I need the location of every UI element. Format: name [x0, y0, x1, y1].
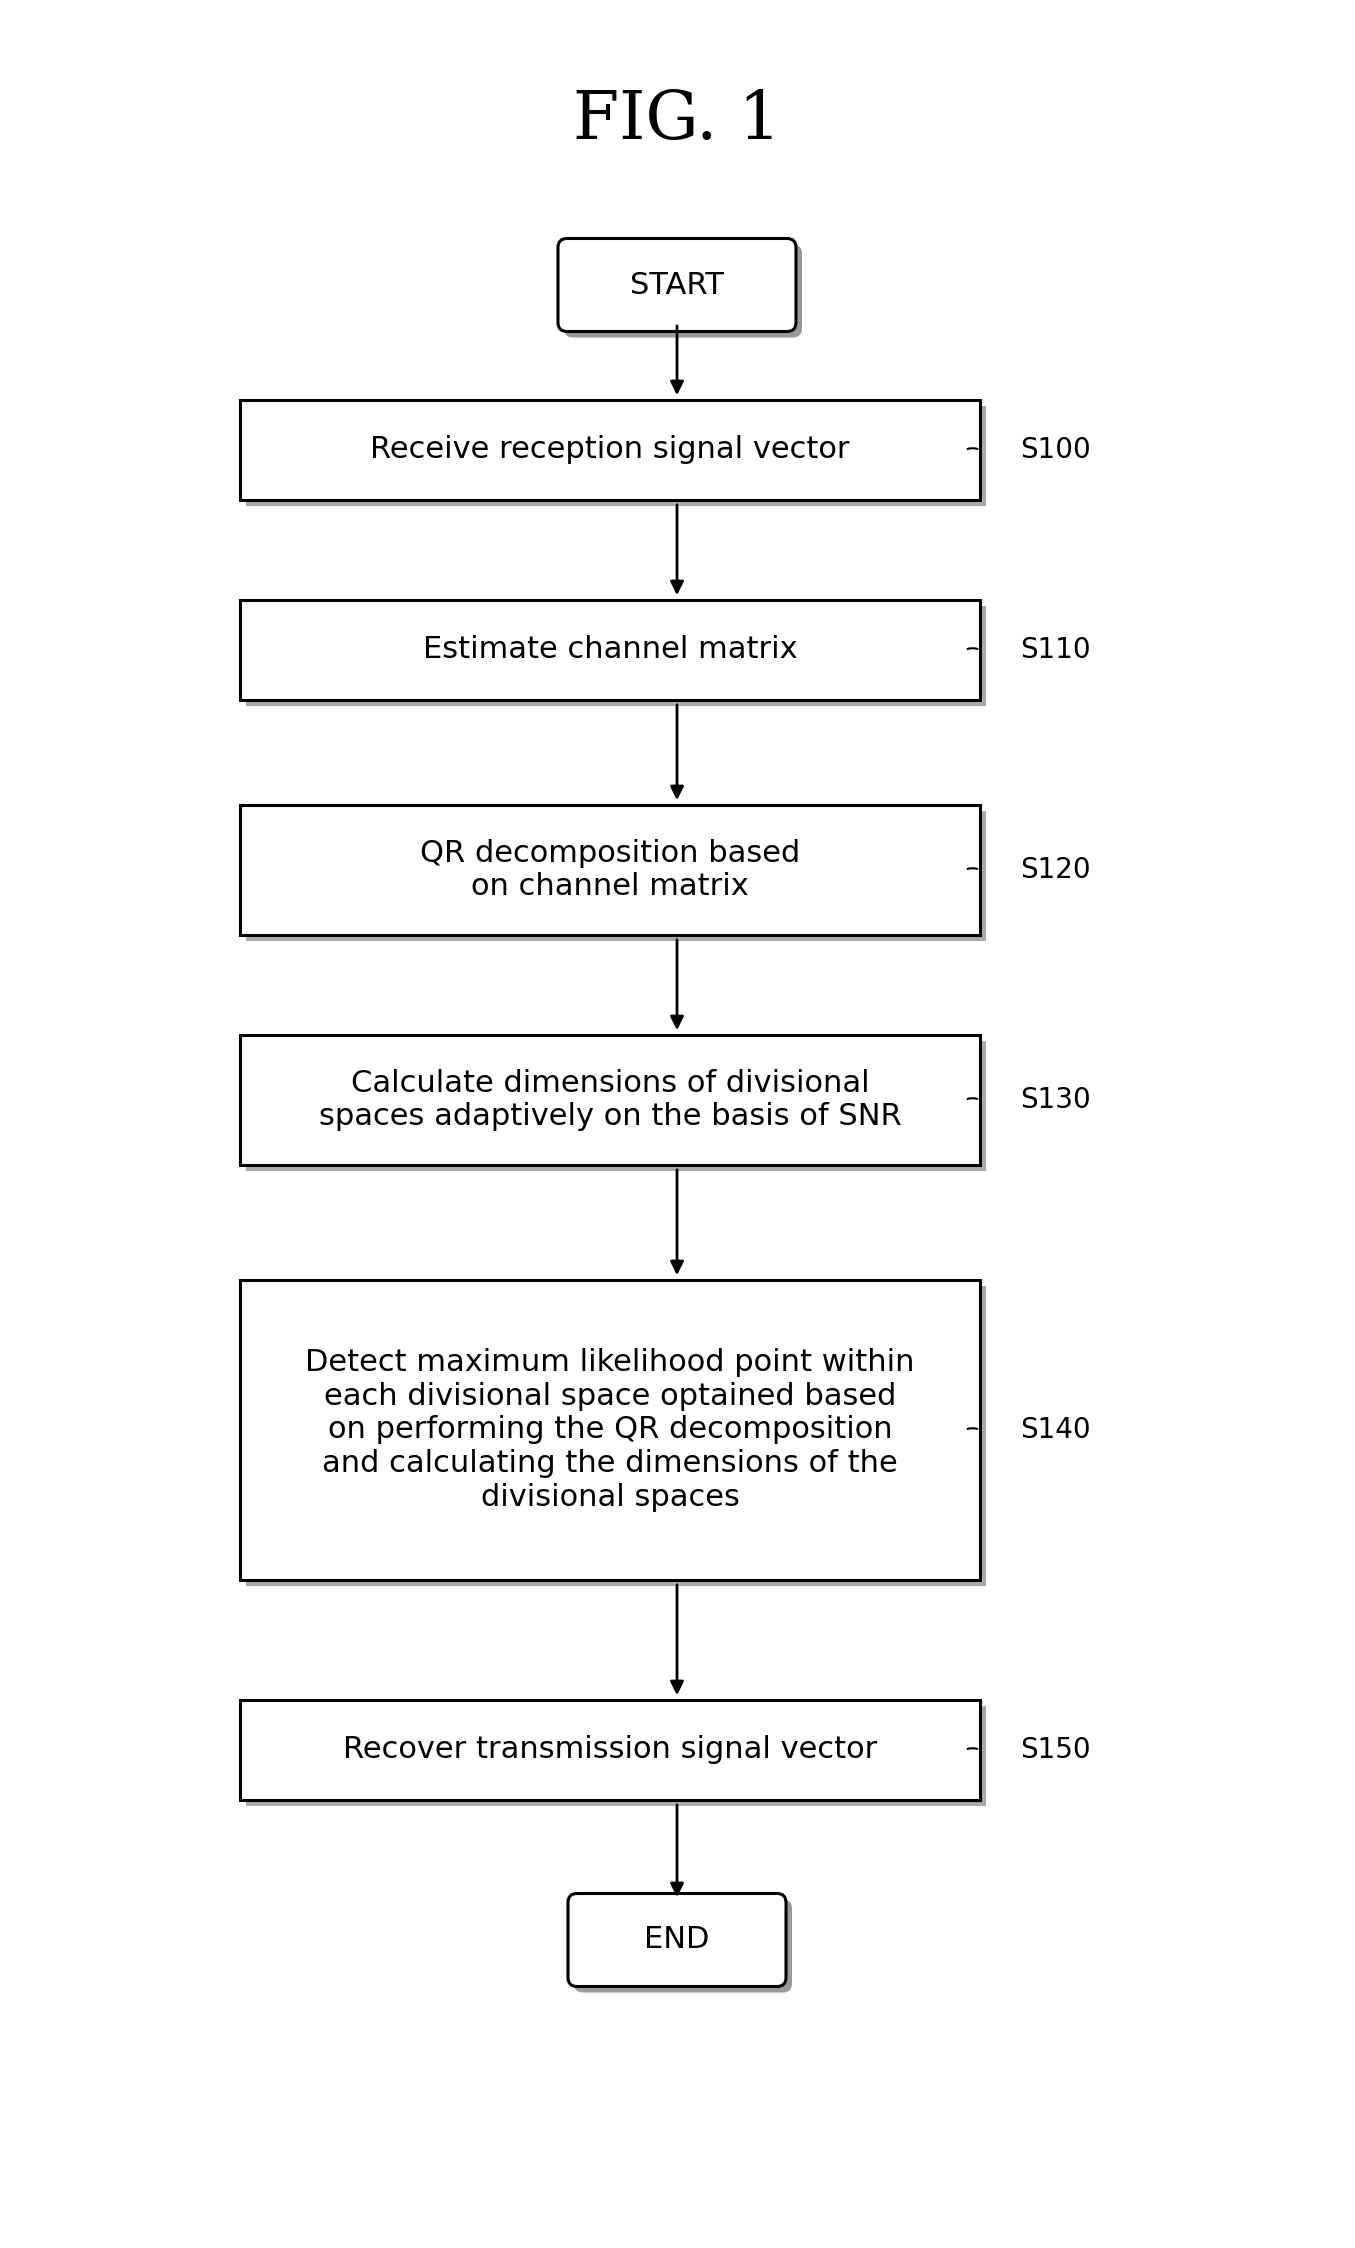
- FancyBboxPatch shape: [568, 1893, 786, 1987]
- FancyBboxPatch shape: [575, 1900, 793, 1992]
- Text: QR decomposition based
on channel matrix: QR decomposition based on channel matrix: [420, 839, 799, 901]
- Bar: [247, 607, 986, 706]
- Bar: [247, 407, 986, 506]
- Bar: [240, 1279, 980, 1580]
- Text: S100: S100: [1020, 436, 1091, 463]
- Text: Detect maximum likelihood point within
each divisional space optained based
on p: Detect maximum likelihood point within e…: [305, 1349, 915, 1511]
- Text: Calculate dimensions of divisional
spaces adaptively on the basis of SNR: Calculate dimensions of divisional space…: [318, 1068, 901, 1131]
- FancyBboxPatch shape: [558, 238, 795, 330]
- Text: START: START: [630, 270, 724, 299]
- Text: S140: S140: [1020, 1416, 1091, 1443]
- Bar: [240, 400, 980, 499]
- Bar: [240, 1699, 980, 1801]
- Text: Recover transmission signal vector: Recover transmission signal vector: [343, 1735, 877, 1765]
- Text: S110: S110: [1020, 636, 1091, 663]
- Bar: [247, 1041, 986, 1171]
- Bar: [240, 805, 980, 935]
- FancyBboxPatch shape: [564, 245, 802, 337]
- Text: END: END: [645, 1927, 710, 1954]
- Bar: [247, 1706, 986, 1805]
- Bar: [240, 1034, 980, 1164]
- Text: Receive reception signal vector: Receive reception signal vector: [370, 436, 850, 465]
- Bar: [247, 812, 986, 942]
- Text: S120: S120: [1020, 856, 1091, 883]
- Text: FIG. 1: FIG. 1: [573, 88, 780, 153]
- Text: S150: S150: [1020, 1735, 1091, 1765]
- Bar: [247, 1286, 986, 1587]
- Text: Estimate channel matrix: Estimate channel matrix: [423, 636, 797, 665]
- Bar: [240, 600, 980, 699]
- Text: S130: S130: [1020, 1086, 1091, 1115]
